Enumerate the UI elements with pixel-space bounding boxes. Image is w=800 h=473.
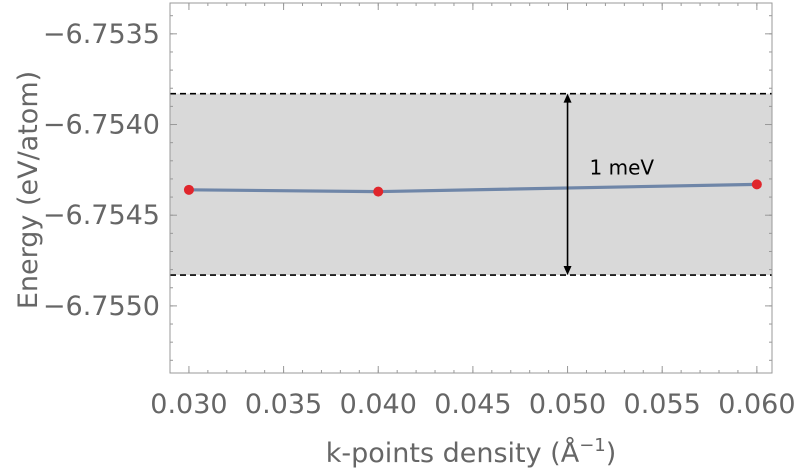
y-tick-label: −6.7535 <box>43 19 160 50</box>
x-tick-label: 0.040 <box>340 389 417 420</box>
annotation-label: 1 meV <box>590 155 655 179</box>
x-axis-label: k-points density (Å−1) <box>326 435 617 469</box>
y-tick-label: −6.7550 <box>43 291 160 322</box>
annotation-layer: 1 meV <box>563 93 655 276</box>
annotation-arrow-head-bottom <box>563 266 572 276</box>
series-0-point-1 <box>373 186 384 197</box>
x-axis-label-close: ) <box>606 438 617 469</box>
series-layer <box>183 179 762 197</box>
x-tick-label: 0.035 <box>245 389 322 420</box>
annotation-arrow-head-top <box>563 93 572 103</box>
y-tick-label: −6.7545 <box>43 200 160 231</box>
x-axis-label-superscript: −1 <box>579 435 606 456</box>
x-axis-ticks: 0.030 0.035 0.040 0.045 0.050 0.055 0.060 <box>150 3 796 420</box>
y-tick-label: −6.7540 <box>43 110 160 141</box>
series-0-point-0 <box>183 184 194 195</box>
x-tick-label: 0.060 <box>718 389 795 420</box>
plot-frame <box>169 2 773 374</box>
series-0-point-2 <box>751 179 762 190</box>
x-tick-label: 0.045 <box>434 389 511 420</box>
tolerance-band <box>170 93 772 276</box>
tolerance-band-layer <box>170 92 772 276</box>
x-tick-label: 0.050 <box>529 389 606 420</box>
plot-border <box>169 2 773 374</box>
x-tick-label: 0.055 <box>624 389 701 420</box>
x-axis-label-text: k-points density (Å <box>326 437 580 469</box>
x-tick-label: 0.030 <box>150 389 227 420</box>
y-axis-label: Energy (eV/atom) <box>13 71 44 309</box>
y-axis-ticks: −6.7535 −6.7540 −6.7545 −6.7550 <box>43 15 772 361</box>
